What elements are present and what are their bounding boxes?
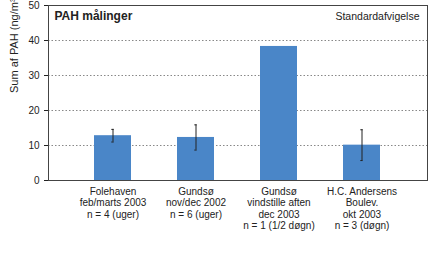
svg-text:Standardafvigelse: Standardafvigelse [335, 10, 419, 22]
svg-text:Gundsønov/dec 2002n = 6 (uger): Gundsønov/dec 2002n = 6 (uger) [166, 186, 226, 220]
svg-text:Folehavenfeb/marts 2003n = 4 (: Folehavenfeb/marts 2003n = 4 (uger) [80, 186, 147, 220]
svg-text:30: 30 [28, 70, 40, 81]
svg-text:0: 0 [34, 175, 40, 186]
svg-text:H.C. AndersensBoulev.okt 2003n: H.C. AndersensBoulev.okt 2003n = 3 (døgn… [327, 186, 397, 232]
svg-text:Sum af PAH (ng/m³): Sum af PAH (ng/m³) [8, 0, 20, 93]
svg-text:50: 50 [28, 0, 40, 11]
svg-text:10: 10 [28, 140, 40, 151]
svg-text:Gundsøvindstille aftendec 2003: Gundsøvindstille aftendec 2003n = 1 (1/2… [243, 186, 314, 232]
svg-text:PAH målinger: PAH målinger [55, 9, 133, 23]
svg-text:40: 40 [28, 35, 40, 46]
svg-text:20: 20 [28, 105, 40, 116]
